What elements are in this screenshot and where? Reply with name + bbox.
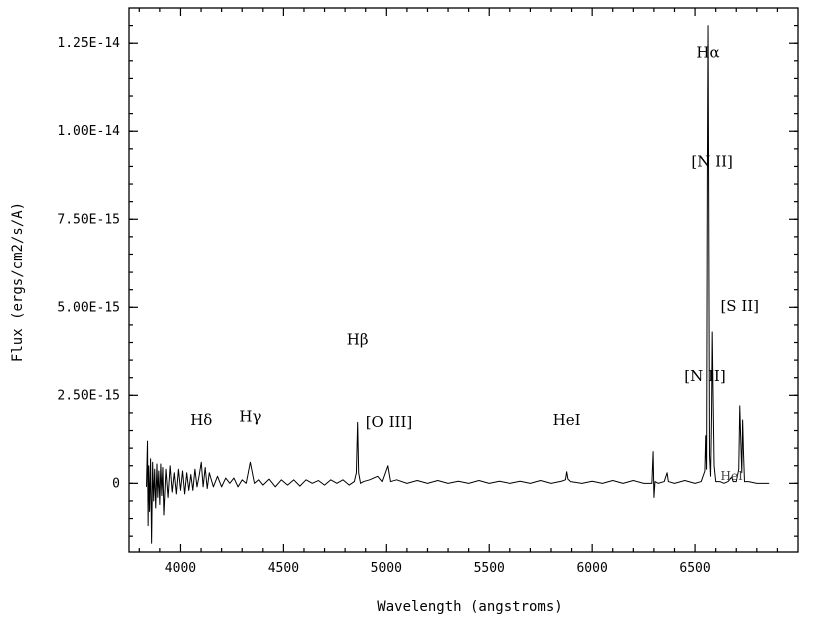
x-tick-label: 4500 [268, 561, 299, 576]
annotation-label: Hγ [239, 408, 261, 426]
y-tick-label: 0 [112, 476, 120, 491]
line-annotations: Hδ Hγ Hβ [O III] HeI [N II] Hα HeI [N II] [S II] [190, 43, 759, 483]
x-tick-label: 4000 [165, 561, 196, 576]
x-tick-label: 6500 [679, 561, 710, 576]
y-tick-label: 5.00E-15 [57, 300, 120, 315]
spectrum-line [146, 25, 770, 544]
y-tick-label: 7.50E-15 [57, 212, 120, 227]
x-tick-label: 5500 [474, 561, 505, 576]
annotation-label: Hα [696, 43, 719, 61]
annotation-label: HeI [553, 411, 581, 429]
annotation-label: [N II] [691, 152, 732, 170]
annotation-label: [N II] [684, 367, 725, 385]
annotation-label: HeI [721, 469, 744, 483]
y-tick-label: 2.50E-15 [57, 388, 120, 403]
y-axis-title: Flux (ergs/cm2/s/A) [10, 202, 26, 362]
annotation-label: [O III] [366, 413, 413, 431]
y-tick-label: 1.00E-14 [57, 124, 120, 139]
x-ticks: 4000 4500 5000 5500 6000 6500 [138, 8, 779, 576]
y-tick-label: 1.25E-14 [57, 36, 120, 51]
x-tick-label: 6000 [576, 561, 607, 576]
annotation-label: Hβ [347, 330, 369, 348]
y-ticks: 0 2.50E-15 5.00E-15 7.50E-15 1.00E-14 1.25E-1… [57, 25, 798, 537]
annotation-label: [S II] [720, 297, 759, 315]
annotation-label: Hδ [190, 411, 212, 429]
x-tick-label: 5000 [371, 561, 402, 576]
x-axis-title: Wavelength (angstroms) [377, 599, 562, 615]
plot-frame [128, 7, 799, 553]
